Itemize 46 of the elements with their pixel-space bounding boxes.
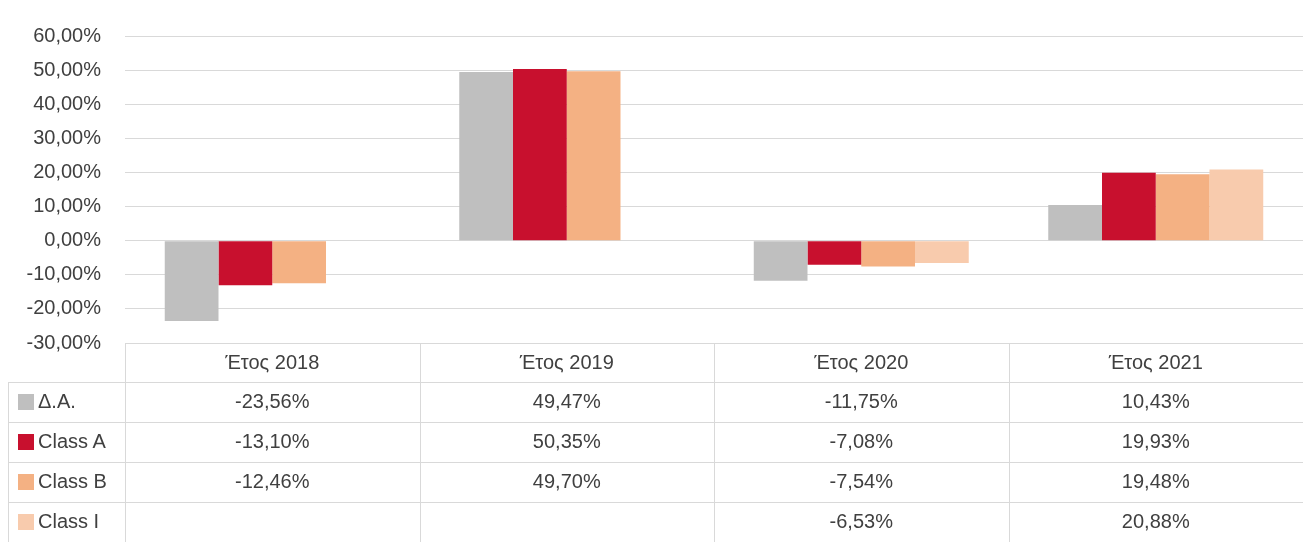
y-tick-label: -10,00% xyxy=(26,262,102,285)
y-tick-label: 60,00% xyxy=(33,23,102,46)
data-label: -7,54% xyxy=(829,469,894,492)
y-tick-label: 10,00% xyxy=(33,194,102,217)
data-label: 49,70% xyxy=(532,469,601,492)
bar xyxy=(1048,205,1102,241)
data-label: 20,88% xyxy=(1121,509,1190,532)
y-tick-label: 40,00% xyxy=(33,91,102,114)
bar xyxy=(1155,174,1210,241)
bar xyxy=(753,241,808,281)
data-label: -11,75% xyxy=(824,389,898,412)
data-label: -12,46% xyxy=(235,469,310,492)
data-label: -23,56% xyxy=(235,389,310,412)
x-tick-label: Έτος 2020 xyxy=(813,350,909,373)
bar xyxy=(861,241,915,267)
y-tick-label: -20,00% xyxy=(26,296,102,319)
bar xyxy=(272,241,326,284)
bar xyxy=(915,241,969,263)
data-label: 49,47% xyxy=(532,389,601,412)
x-tick-label: Έτος 2021 xyxy=(1107,350,1203,373)
bar xyxy=(1209,169,1264,241)
bar xyxy=(1102,172,1156,241)
y-tick-label: 20,00% xyxy=(33,159,102,182)
y-tick-label: -30,00% xyxy=(26,330,102,353)
bar xyxy=(566,71,621,241)
data-label: 50,35% xyxy=(532,429,601,452)
data-label: 19,93% xyxy=(1121,429,1190,452)
data-label: -13,10% xyxy=(235,429,310,452)
bar xyxy=(218,241,273,286)
data-label: 10,43% xyxy=(1121,389,1190,412)
bar xyxy=(513,68,567,241)
y-tick-label: 0,00% xyxy=(44,228,102,251)
y-tick-label: 50,00% xyxy=(33,57,102,80)
legend-label: Δ.Α. xyxy=(38,389,76,412)
y-tick-label: 30,00% xyxy=(33,125,102,148)
bar xyxy=(459,71,513,241)
bar xyxy=(164,241,219,322)
legend-label: Class I xyxy=(38,509,100,532)
data-label: 19,48% xyxy=(1121,469,1190,492)
legend-label: Class B xyxy=(38,469,107,492)
bar xyxy=(807,241,862,265)
data-label: -6,53% xyxy=(829,509,894,532)
legend-label: Class A xyxy=(38,429,107,452)
data-label: -7,08% xyxy=(829,429,894,452)
x-tick-label: Έτος 2018 xyxy=(224,350,320,373)
x-tick-label: Έτος 2019 xyxy=(518,350,614,373)
